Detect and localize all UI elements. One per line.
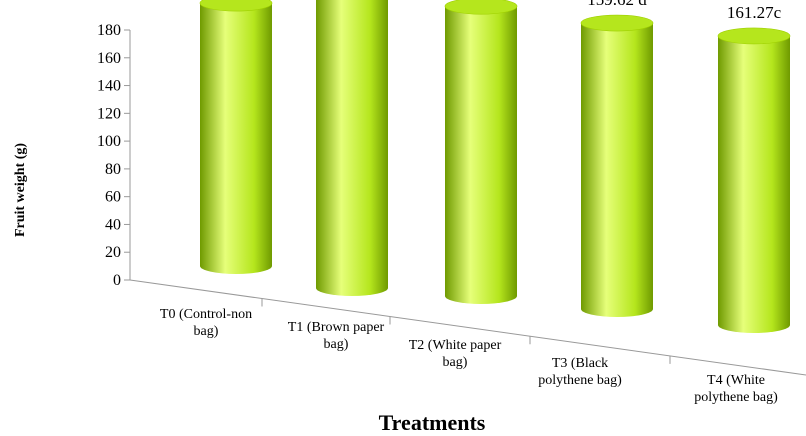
y-tick-label: 60 [105,189,121,206]
bar-top [580,14,654,32]
x-tick-label-line: T4 (White [707,373,765,388]
data-label: 161.27c [727,3,782,22]
y-tick-label: 180 [97,22,121,39]
bar-body [445,6,517,304]
y-tick-label: 160 [97,50,121,67]
x-tick-label: T4 (White polythene bag) [694,373,778,405]
y-tick-label: 140 [97,78,121,95]
y-axis-label: Fruit weight (g) [13,143,28,237]
x-tick-label-line: T3 (Black [552,356,608,371]
labels: 020406080100120140160180147.19 b175.71 a… [97,0,782,405]
bar-body [718,35,790,333]
y-tick-label: 0 [113,272,121,289]
bar [580,14,654,318]
bar [199,0,273,275]
bar-top [199,0,273,12]
y-tick-label: 120 [97,105,121,122]
bar [717,27,791,333]
y-tick-label: 20 [105,244,121,261]
axes [124,29,806,376]
bar-top [444,0,518,15]
y-tick-label: 40 [105,216,121,233]
bar-body [581,23,653,318]
bars [199,0,791,333]
bar [444,0,518,304]
bar-body [200,3,272,275]
x-tick-label-line: bag) [324,337,349,352]
bar-top [717,27,791,45]
x-tick-label: T1 (Brown paper bag) [288,320,385,352]
x-tick-label-line: T1 (Brown paper [288,320,385,335]
x-tick-label-line: bag) [443,355,468,370]
x-tick-label-line: T2 (White paper [409,338,502,353]
x-tick-label: T2 (White paper bag) [409,338,502,370]
y-tick-label: 80 [105,161,121,178]
bar-body [316,0,388,296]
x-axis-line [129,279,806,376]
x-tick-label: T0 (Control-non bag) [160,307,252,339]
x-axis-label: Treatments [379,410,486,435]
x-tick-label-line: T0 (Control-non [160,307,252,322]
bar [316,0,388,296]
y-tick-label: 100 [97,133,121,150]
x-tick-label-line: bag) [194,324,219,339]
x-tick-label: T3 (Black polythene bag) [538,356,622,388]
x-tick-label-line: polythene bag) [538,373,622,388]
x-tick-label-line: polythene bag) [694,390,778,405]
data-label: 159.62 d [587,0,647,9]
